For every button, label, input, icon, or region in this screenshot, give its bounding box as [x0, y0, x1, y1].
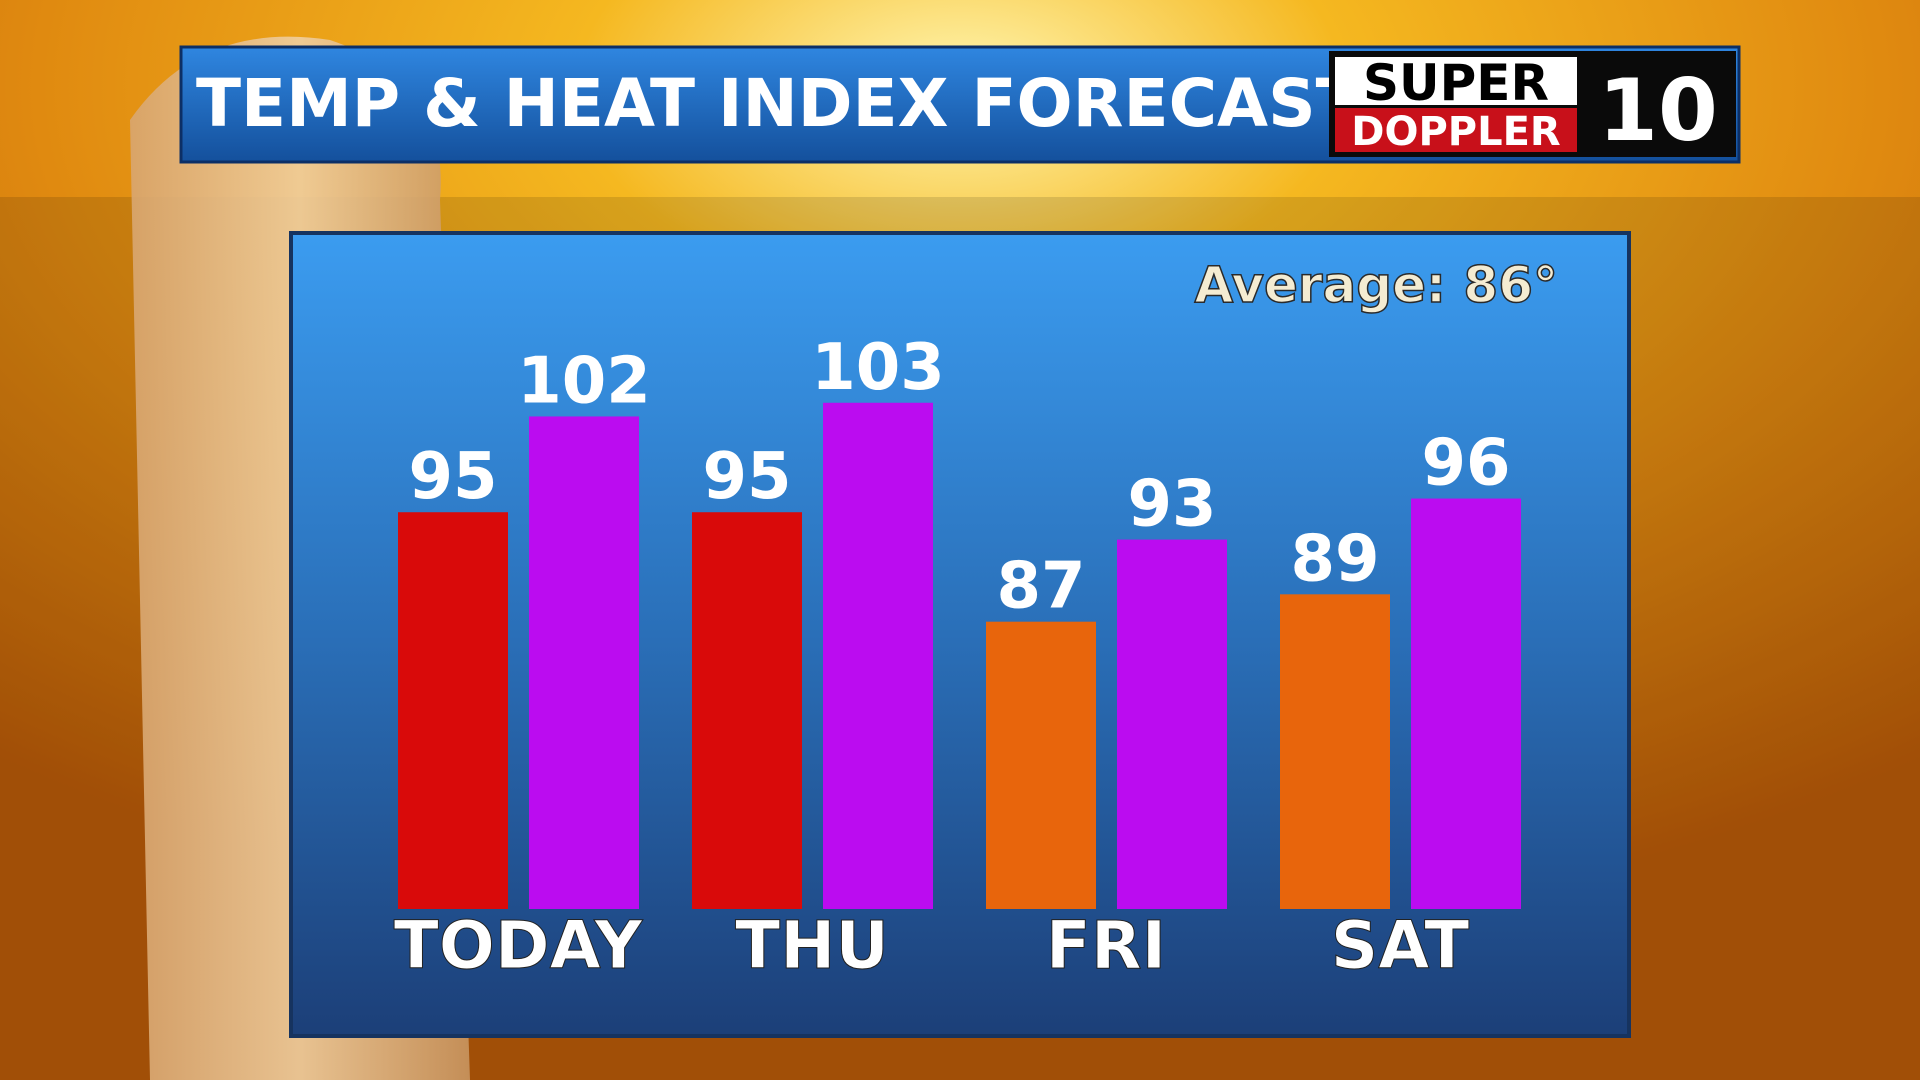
logo-number: 10 — [1598, 61, 1718, 161]
value-label: 89 — [1290, 522, 1379, 596]
bar — [823, 402, 933, 909]
value-label: 87 — [996, 550, 1085, 624]
bar — [529, 416, 639, 909]
bar — [1117, 539, 1227, 909]
chart-title: TEMP & HEAT INDEX FORECAST — [196, 65, 1361, 142]
logo-bottom-box — [1335, 108, 1577, 152]
annotation: Average: 86° — [1194, 256, 1558, 314]
value-label: 96 — [1421, 427, 1510, 501]
value-label: 95 — [702, 440, 791, 514]
value-label: 102 — [517, 344, 651, 418]
logo-bottom: DOPPLER — [1351, 109, 1560, 155]
value-label: 103 — [811, 331, 945, 405]
logo-top-box — [1335, 57, 1577, 105]
bar — [986, 621, 1096, 909]
value-label: 93 — [1127, 468, 1216, 542]
logo-top: SUPER — [1363, 54, 1549, 112]
x-tick-label: TODAY — [394, 907, 644, 984]
bar — [692, 512, 802, 909]
x-tick-label: SAT — [1331, 907, 1470, 984]
bar — [1280, 594, 1390, 909]
bar — [1411, 498, 1521, 909]
bar — [398, 512, 508, 909]
x-tick-label: THU — [735, 907, 889, 984]
chart-panel — [289, 231, 1631, 1038]
value-label: 95 — [408, 440, 497, 514]
x-tick-label: FRI — [1046, 907, 1166, 984]
